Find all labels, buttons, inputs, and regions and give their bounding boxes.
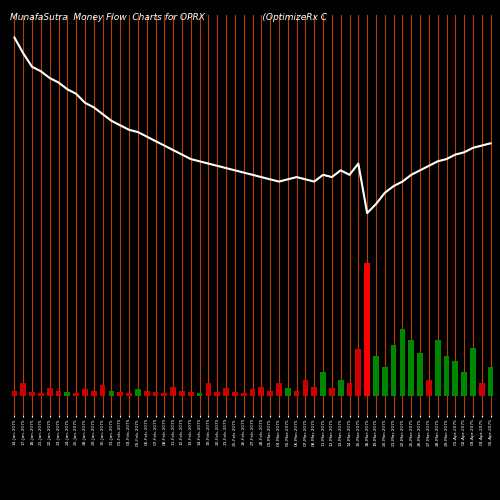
Bar: [268, 390, 273, 396]
Bar: [294, 390, 300, 396]
Bar: [206, 382, 212, 396]
Bar: [444, 356, 450, 396]
Bar: [162, 394, 167, 396]
Bar: [302, 380, 308, 396]
Bar: [170, 386, 176, 396]
Bar: [152, 392, 158, 396]
Bar: [470, 348, 476, 396]
Bar: [258, 386, 264, 396]
Bar: [452, 362, 458, 396]
Bar: [108, 390, 114, 396]
Bar: [214, 392, 220, 396]
Bar: [188, 392, 194, 396]
Bar: [38, 394, 44, 396]
Bar: [408, 340, 414, 396]
Bar: [312, 386, 317, 396]
Text: MunafaSutra  Money Flow  Charts for OPRX                    (OptimizeRx C: MunafaSutra Money Flow Charts for OPRX (…: [10, 12, 327, 22]
Bar: [29, 392, 35, 396]
Bar: [47, 388, 52, 396]
Bar: [276, 382, 282, 396]
Bar: [12, 390, 18, 396]
Bar: [64, 392, 70, 396]
Bar: [364, 262, 370, 396]
Bar: [400, 330, 406, 396]
Bar: [426, 380, 432, 396]
Bar: [329, 388, 334, 396]
Bar: [144, 390, 150, 396]
Bar: [56, 390, 62, 396]
Bar: [179, 390, 185, 396]
Bar: [346, 382, 352, 396]
Bar: [232, 392, 237, 396]
Bar: [488, 366, 494, 396]
Bar: [417, 354, 423, 396]
Bar: [250, 390, 256, 396]
Bar: [100, 386, 105, 396]
Bar: [338, 380, 344, 396]
Bar: [126, 394, 132, 396]
Bar: [382, 366, 388, 396]
Bar: [135, 390, 140, 396]
Bar: [241, 394, 246, 396]
Bar: [390, 346, 396, 396]
Bar: [74, 394, 79, 396]
Bar: [373, 356, 379, 396]
Bar: [223, 388, 229, 396]
Bar: [118, 392, 123, 396]
Bar: [320, 372, 326, 396]
Bar: [462, 372, 467, 396]
Bar: [479, 382, 484, 396]
Bar: [285, 388, 290, 396]
Bar: [196, 394, 202, 396]
Bar: [356, 350, 361, 396]
Bar: [91, 390, 96, 396]
Bar: [435, 340, 440, 396]
Bar: [20, 382, 26, 396]
Bar: [82, 390, 88, 396]
